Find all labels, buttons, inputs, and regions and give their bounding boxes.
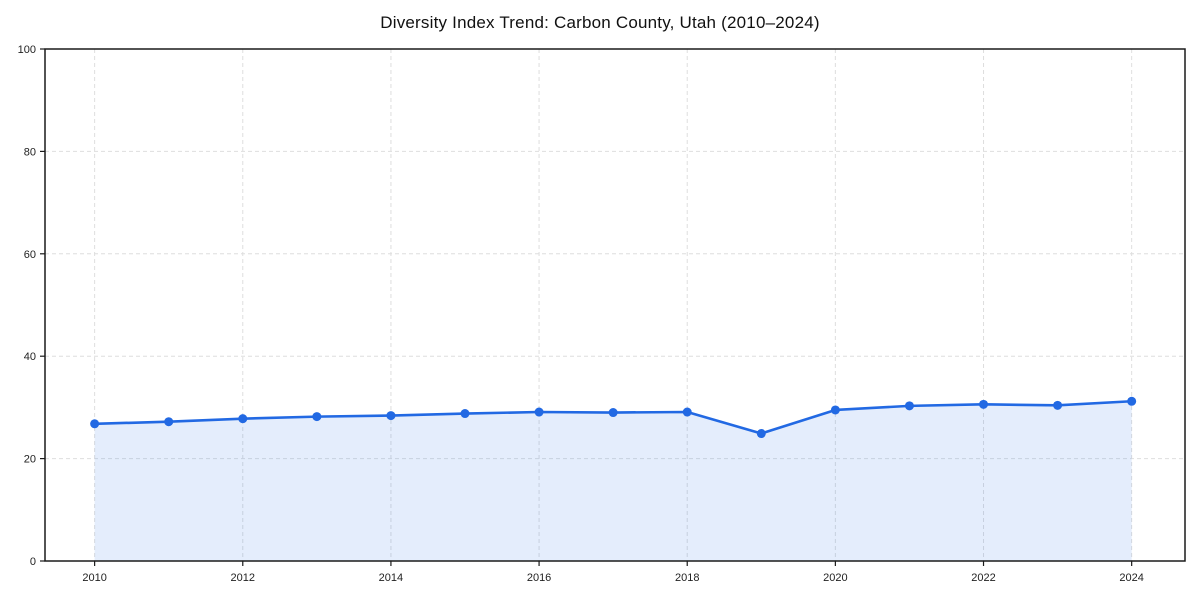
axis-tick-labels: 2010 2012 2014 2016 2018 2020 2022 2024 0 20 40 60 8… (18, 44, 1144, 584)
y-tick-label: 20 (24, 454, 36, 466)
data-point (1053, 400, 1063, 410)
data-point (1127, 396, 1137, 406)
chart-title: Diversity Index Trend: Carbon County, Ut… (380, 13, 820, 32)
y-tick-label: 0 (30, 556, 36, 568)
plot-border (44, 48, 1186, 562)
y-tick-label: 40 (24, 351, 36, 363)
x-tick-label: 2016 (527, 572, 551, 584)
data-point (164, 417, 174, 427)
x-tick-label: 2022 (971, 572, 995, 584)
data-point (90, 419, 100, 429)
data-point (312, 412, 322, 422)
y-tick-label: 100 (18, 44, 36, 56)
data-point (682, 407, 692, 417)
data-point (386, 411, 396, 421)
data-point (830, 405, 840, 415)
data-point (534, 407, 544, 417)
data-point (460, 409, 470, 419)
data-point (904, 401, 914, 411)
x-tick-label: 2010 (82, 572, 106, 584)
axis-ticks (40, 48, 1133, 566)
data-point (979, 399, 989, 409)
data-point (608, 408, 618, 418)
data-point (238, 414, 248, 424)
x-tick-label: 2014 (379, 572, 403, 584)
y-tick-label: 80 (24, 146, 36, 158)
x-tick-label: 2012 (231, 572, 255, 584)
x-tick-label: 2018 (675, 572, 699, 584)
y-tick-label: 60 (24, 249, 36, 261)
x-tick-label: 2020 (823, 572, 847, 584)
area-fill (94, 401, 1132, 561)
data-point (756, 429, 766, 439)
data-points (90, 396, 1137, 439)
x-tick-label: 2024 (1119, 572, 1143, 584)
